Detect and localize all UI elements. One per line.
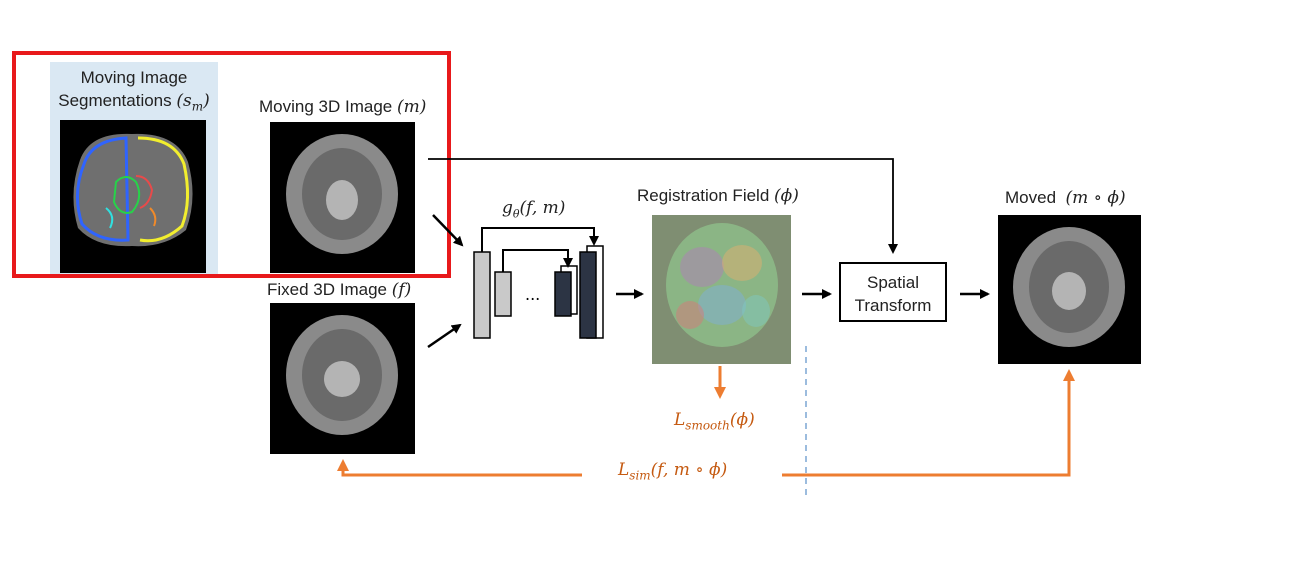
spatial-transform-box: Spatial Transform	[839, 262, 947, 322]
brain-fixed-graphic	[286, 315, 398, 435]
moved-image	[998, 215, 1141, 364]
sim-loss-to-fixed-arrow	[337, 459, 582, 477]
deformation-field-graphic	[666, 223, 778, 347]
registration-field-image	[652, 215, 791, 364]
brain-moved-graphic	[1013, 227, 1125, 347]
moving-to-transform-arrow	[428, 158, 898, 254]
similarity-loss-label: Lsim(f, m ∘ ϕ)	[618, 460, 728, 483]
fixed-to-network-arrow	[427, 323, 462, 349]
skip-connection-inner	[502, 249, 573, 272]
encoder-block-1	[473, 251, 491, 339]
moved-image-label: Moved (m ∘ ϕ)	[1005, 188, 1126, 208]
fixed-image-label: Fixed 3D Image (f)	[267, 280, 412, 300]
moving-image	[270, 122, 415, 273]
smooth-loss-label: Lsmooth(ϕ)	[674, 410, 755, 433]
registration-field-label: Registration Field (ϕ)	[637, 186, 799, 206]
moving-image-label: Moving 3D Image (m)	[259, 97, 427, 117]
encoder-block-2	[494, 271, 512, 317]
decoder-block-1	[554, 271, 572, 317]
segmentation-image	[60, 120, 206, 273]
network-label: gθ(f, m)	[502, 198, 566, 221]
network-ellipsis: ...	[525, 285, 540, 304]
moving-to-network-arrow	[432, 214, 464, 247]
skip-connection-outer	[481, 227, 599, 252]
decoder-block-2	[579, 251, 597, 339]
brain-segmentation-graphic	[73, 133, 193, 247]
highlight-box	[12, 51, 451, 278]
segmentation-title: Moving Image Segmentations (sm)	[58, 68, 210, 114]
brain-moving-graphic	[286, 134, 398, 254]
sim-loss-to-moved-arrow	[782, 369, 1075, 477]
fixed-image	[270, 303, 415, 454]
